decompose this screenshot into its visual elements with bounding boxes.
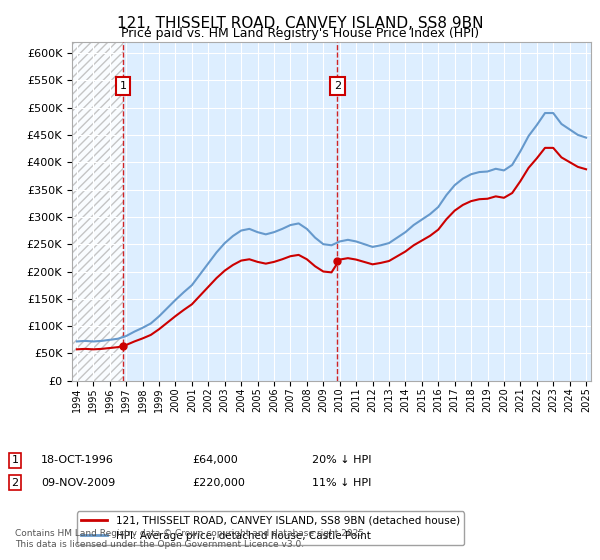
Legend: 121, THISSELT ROAD, CANVEY ISLAND, SS8 9BN (detached house), HPI: Average price,: 121, THISSELT ROAD, CANVEY ISLAND, SS8 9… bbox=[77, 511, 464, 545]
Text: 11% ↓ HPI: 11% ↓ HPI bbox=[312, 478, 371, 488]
Text: Price paid vs. HM Land Registry's House Price Index (HPI): Price paid vs. HM Land Registry's House … bbox=[121, 27, 479, 40]
Text: 18-OCT-1996: 18-OCT-1996 bbox=[41, 455, 113, 465]
Text: 20% ↓ HPI: 20% ↓ HPI bbox=[312, 455, 371, 465]
Text: £64,000: £64,000 bbox=[192, 455, 238, 465]
Text: 121, THISSELT ROAD, CANVEY ISLAND, SS8 9BN: 121, THISSELT ROAD, CANVEY ISLAND, SS8 9… bbox=[117, 16, 483, 31]
Text: 2: 2 bbox=[334, 81, 341, 91]
Text: 1: 1 bbox=[119, 81, 127, 91]
Text: 2: 2 bbox=[11, 478, 19, 488]
Text: Contains HM Land Registry data © Crown copyright and database right 2025.
This d: Contains HM Land Registry data © Crown c… bbox=[15, 529, 367, 549]
Text: 09-NOV-2009: 09-NOV-2009 bbox=[41, 478, 115, 488]
Text: £220,000: £220,000 bbox=[192, 478, 245, 488]
Text: 1: 1 bbox=[11, 455, 19, 465]
